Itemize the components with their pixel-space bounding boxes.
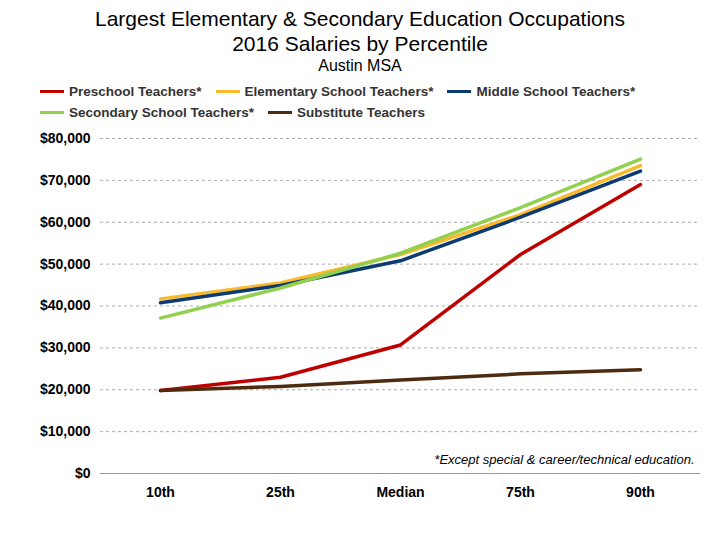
html-text:Secondary School Teachers*: Secondary School Teachers* [69,105,255,120]
html-text:Middle School Teachers*: Middle School Teachers* [476,84,636,99]
html-text:2016 Salaries by Percentile: 2016 Salaries by Percentile [232,32,488,55]
html-text:Elementary School Teachers*: Elementary School Teachers* [244,84,434,99]
svg-text:$0: $0 [75,465,91,481]
svg-text:$30,000: $30,000 [40,339,91,355]
svg-text:$80,000: $80,000 [40,130,91,146]
svg-text:$60,000: $60,000 [40,214,91,230]
svg-text:10th: 10th [146,484,175,500]
svg-text:$40,000: $40,000 [40,297,91,313]
svg-text:25th: 25th [266,484,295,500]
svg-text:$10,000: $10,000 [40,423,91,439]
svg-text:$20,000: $20,000 [40,381,91,397]
svg-text:75th: 75th [506,484,535,500]
svg-text:$50,000: $50,000 [40,256,91,272]
html-text:Austin MSA: Austin MSA [318,57,402,74]
svg-text:*Except special & career/techn: *Except special & career/technical educa… [434,452,694,467]
html-text:Largest Elementary & Secondary: Largest Elementary & Secondary Education… [95,7,625,30]
svg-text:Median: Median [376,484,424,500]
html-text:Substitute Teachers: Substitute Teachers [297,105,426,120]
html-text:Preschool Teachers*: Preschool Teachers* [69,84,202,99]
svg-text:90th: 90th [626,484,655,500]
svg-text:$70,000: $70,000 [40,172,91,188]
